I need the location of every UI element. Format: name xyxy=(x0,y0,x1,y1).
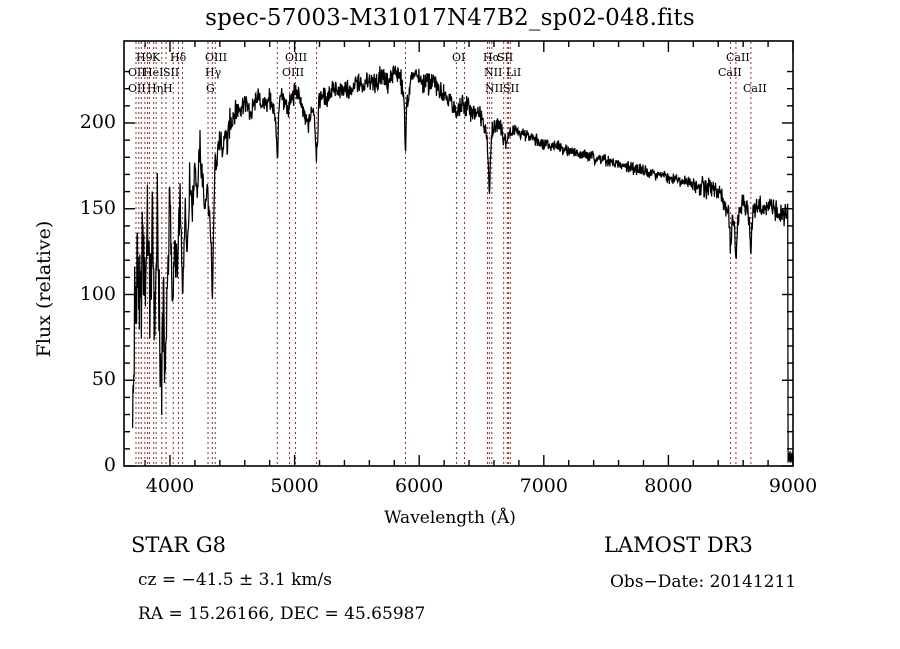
spectral-line-label: H xyxy=(163,82,173,95)
spectral-line-label: OII xyxy=(128,66,146,79)
spectral-line-label: Hγ xyxy=(205,66,222,79)
coordinates-label: RA = 15.26166, DEC = 45.65987 xyxy=(138,604,426,624)
spectral-line-label: CaII xyxy=(718,66,742,79)
spectral-line-label: OIII xyxy=(285,51,308,64)
spectral-line-label: OII xyxy=(128,82,146,95)
spectral-line-label: CaII xyxy=(726,51,750,64)
spectral-line-label: Hδ xyxy=(170,51,187,64)
y-axis-title: Flux (relative) xyxy=(33,220,55,358)
spectral-line-label: SII xyxy=(497,51,514,64)
spectral-line-label: K xyxy=(152,51,161,64)
y-tick-label: 0 xyxy=(103,454,116,476)
x-axis-title: Wavelength (Å) xyxy=(384,508,516,528)
spectral-line-label: NII xyxy=(484,66,503,79)
x-tick-label: 4000 xyxy=(145,475,195,497)
spectral-line-label: CaII xyxy=(743,82,767,95)
spectral-line-label: Hη xyxy=(147,82,164,95)
obs-date-label: Obs−Date: 20141211 xyxy=(610,572,797,592)
y-tick-label: 100 xyxy=(79,282,116,305)
object-class-label: STAR G8 xyxy=(131,533,227,557)
spectral-line-label: NII xyxy=(485,82,504,95)
spectral-line-label: OI xyxy=(452,51,466,64)
x-tick-label: 6000 xyxy=(395,475,444,497)
page-title: spec-57003-M31017N47B2_sp02-048.fits xyxy=(205,5,695,31)
spectrum-trace xyxy=(131,64,793,463)
survey-label: LAMOST DR3 xyxy=(604,533,753,557)
plot-frame xyxy=(123,40,794,467)
spectral-line-label: OIII xyxy=(205,51,228,64)
spectral-line-label: LiI xyxy=(506,66,522,79)
emission-line-markers xyxy=(135,42,752,465)
spectral-line-label: OIII xyxy=(282,66,305,79)
spectral-line-label: HeI xyxy=(143,66,164,79)
y-tick-label: 200 xyxy=(79,111,116,133)
spectral-line-label: H9 xyxy=(136,51,153,64)
spectral-line-label: SII xyxy=(163,66,180,79)
spectral-line-label: SII xyxy=(503,82,520,95)
x-tick-label: 7000 xyxy=(519,475,568,497)
spectral-line-label: G xyxy=(206,82,215,95)
x-tick-label: 8000 xyxy=(644,475,693,497)
spectral-line-label: Hα xyxy=(483,51,501,64)
x-tick-label: 9000 xyxy=(768,475,818,497)
y-tick-label: 150 xyxy=(79,196,116,219)
x-tick-label: 5000 xyxy=(270,475,319,497)
radial-velocity-label: cz = −41.5 ± 3.1 km/s xyxy=(138,570,332,590)
y-tick-label: 50 xyxy=(91,368,116,391)
